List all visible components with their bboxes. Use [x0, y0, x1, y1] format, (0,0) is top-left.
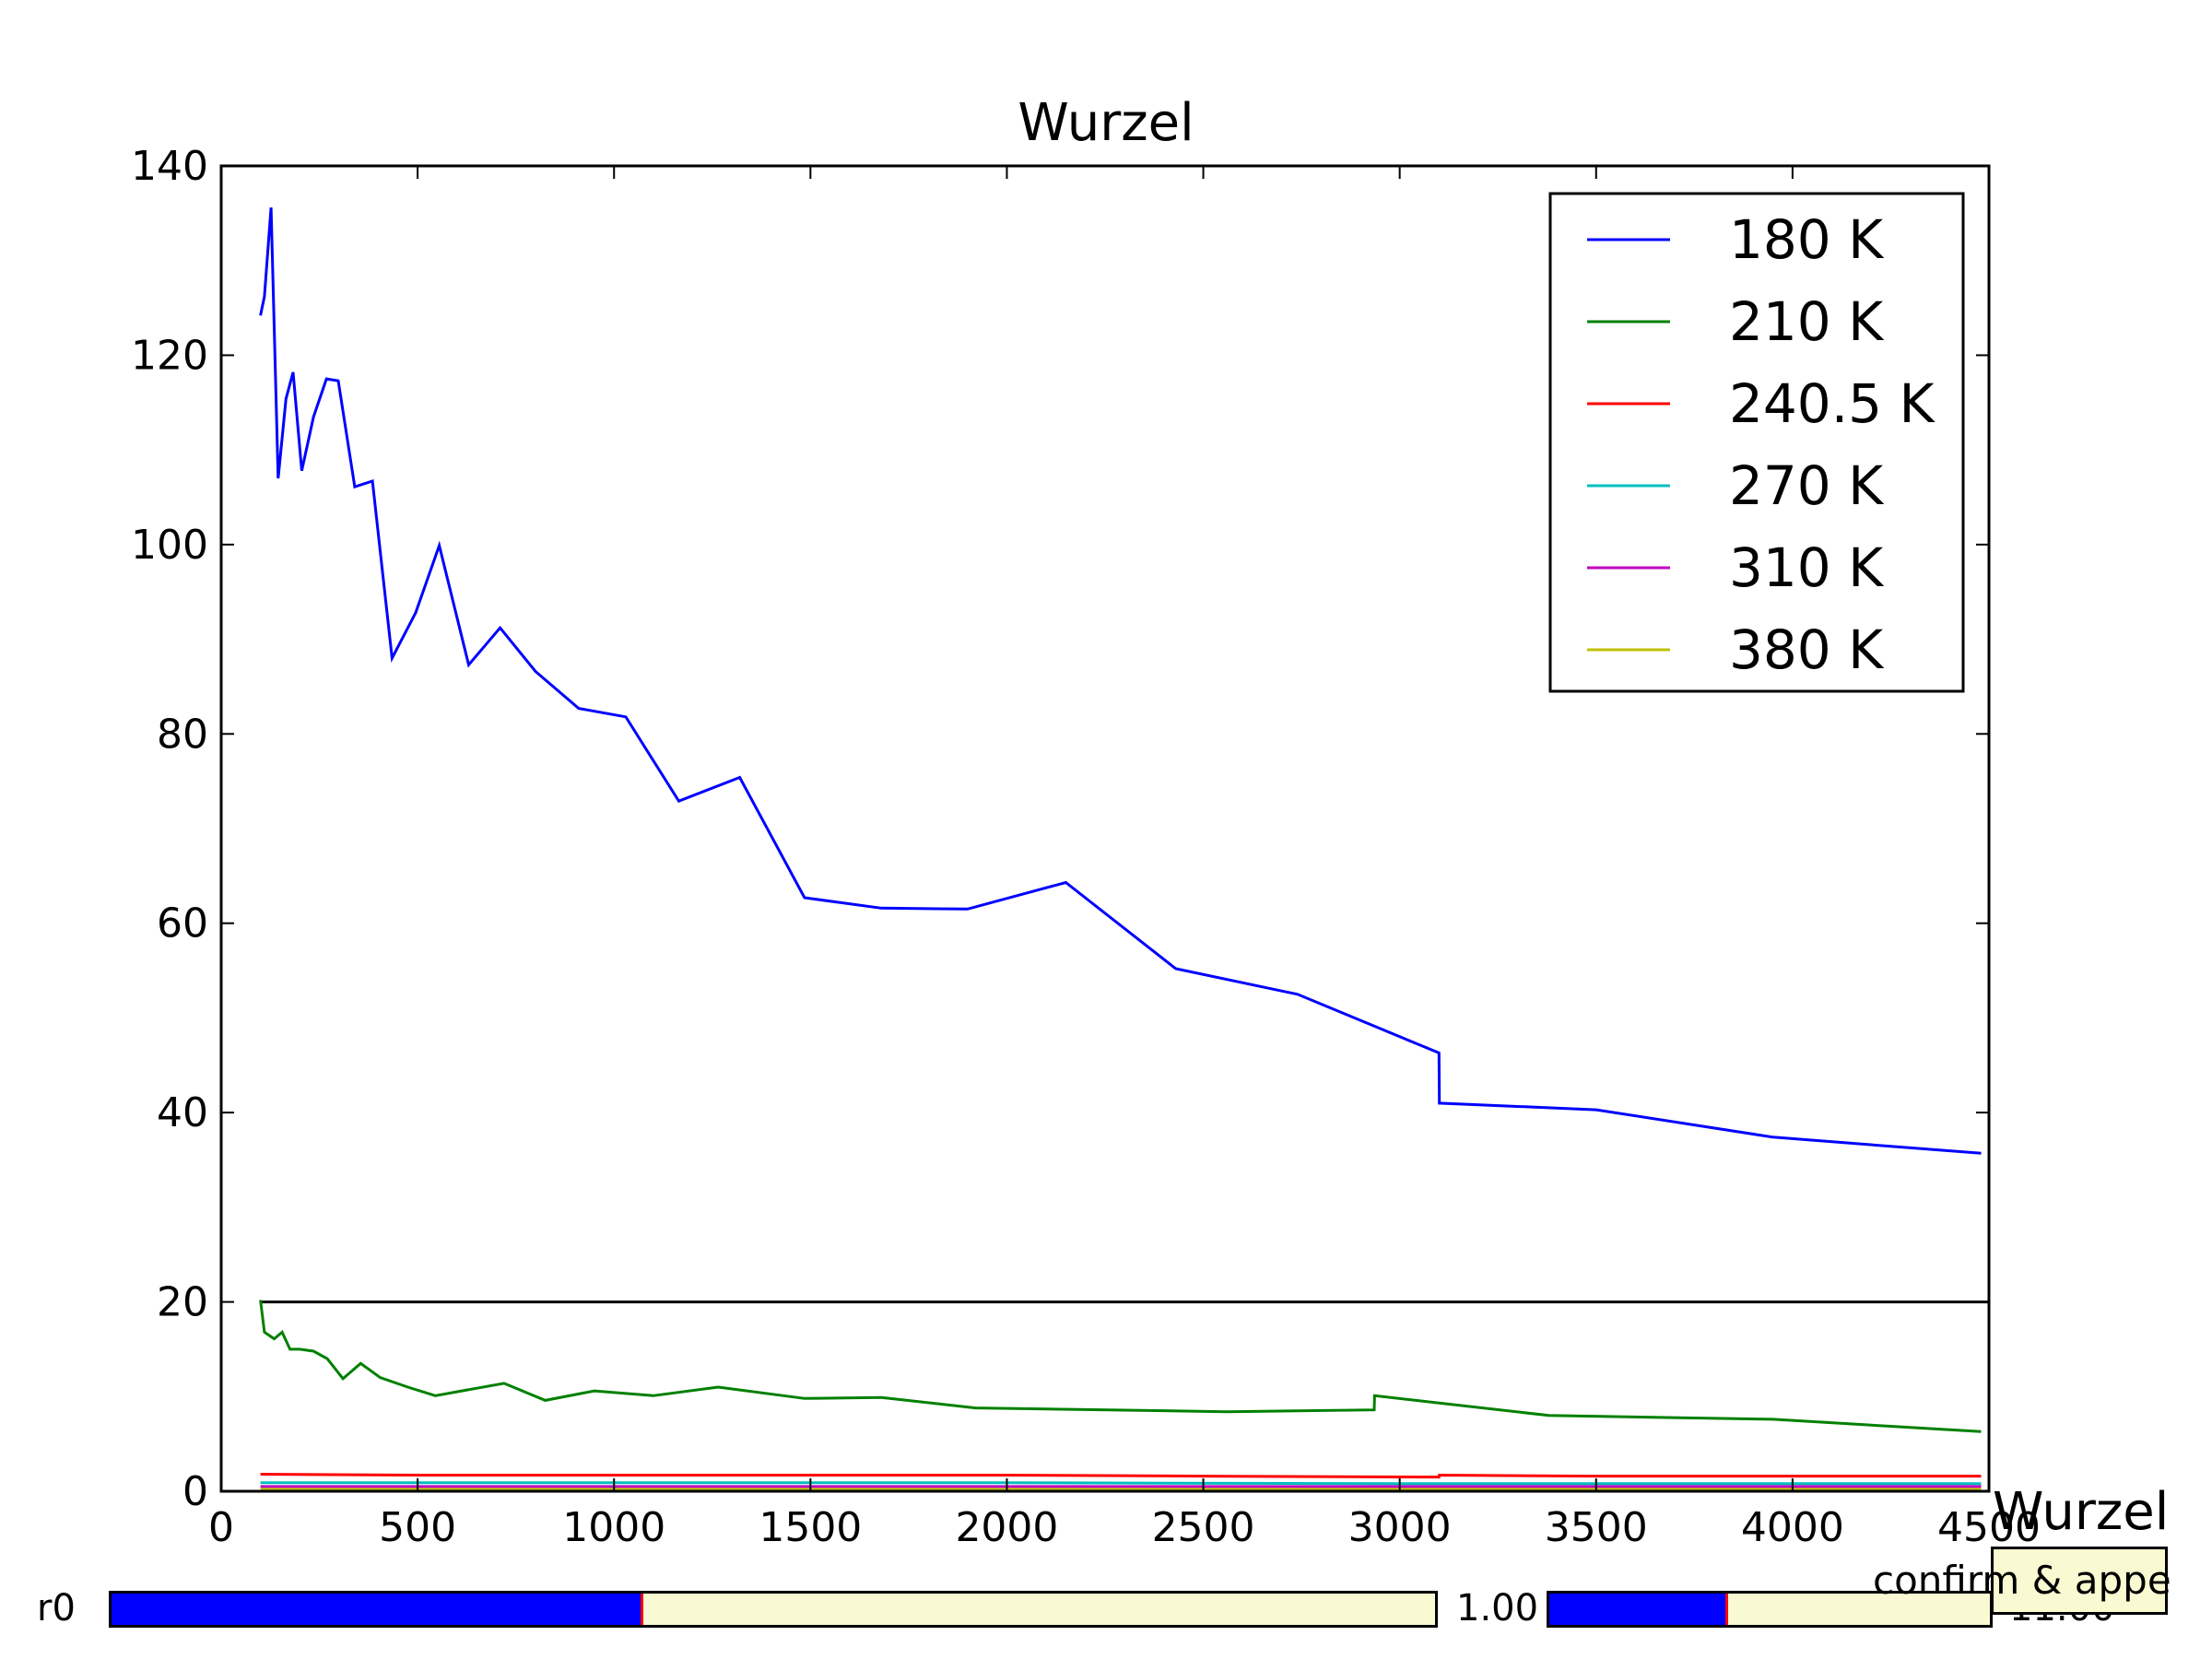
- axes: 0 500 1000 1500 2000 2500 3000 3500 4000 4500 0 20 4…: [131, 143, 2041, 1551]
- x-tick-label-4: 2000: [955, 1504, 1058, 1551]
- x-tick-label-7: 3500: [1545, 1504, 1648, 1551]
- y-tick-label-1: 20: [157, 1279, 208, 1326]
- chart-title: Wurzel: [1018, 93, 1194, 153]
- slider-right[interactable]: [1547, 1591, 1993, 1628]
- legend-label-4: 310 K: [1729, 536, 1885, 599]
- x-tick-label-6: 3000: [1348, 1504, 1452, 1551]
- slider-left[interactable]: [109, 1591, 1438, 1628]
- legend: 180 K 210 K 240.5 K 270 K 310 K 380 K: [1548, 192, 1965, 693]
- y-tick-label-6: 120: [131, 332, 208, 379]
- slider-left-fill: [112, 1594, 644, 1625]
- x-tick-label-8: 4000: [1741, 1504, 1844, 1551]
- x-tick-label-3: 1500: [759, 1504, 862, 1551]
- legend-box: [1548, 192, 1965, 693]
- x-tick-label-9: 4500: [1937, 1504, 2041, 1551]
- y-tick-label-0: 0: [182, 1468, 208, 1515]
- series-line-0: [259, 207, 1982, 1155]
- y-tick-label-4: 80: [157, 711, 208, 758]
- legend-label-0: 180 K: [1729, 208, 1885, 271]
- y-tick-label-2: 40: [157, 1089, 208, 1136]
- legend-label-5: 380 K: [1729, 618, 1885, 681]
- overlay-title: Wurzel: [1993, 1482, 2170, 1542]
- series-line-2: [260, 1473, 1982, 1479]
- x-tick-label-5: 2500: [1152, 1504, 1255, 1551]
- confirm-append-label: confirm & appe: [1873, 1558, 2171, 1603]
- y-tick-label-5: 100: [131, 522, 208, 569]
- slider-right-fill: [1549, 1594, 1729, 1625]
- series-line-3: [260, 1481, 1982, 1486]
- x-tick-label-1: 500: [379, 1504, 456, 1551]
- plot-frame: [219, 164, 1991, 1493]
- x-tick-label-2: 1000: [562, 1504, 665, 1551]
- legend-label-3: 270 K: [1729, 454, 1885, 517]
- legend-label-1: 210 K: [1729, 290, 1885, 353]
- slider-left-label: r0: [37, 1587, 76, 1630]
- legend-label-2: 240.5 K: [1729, 372, 1936, 435]
- slider-left-value: 1.00: [1456, 1587, 1539, 1630]
- y-tick-label-7: 140: [131, 143, 208, 190]
- series-line-1: [259, 1300, 1982, 1433]
- y-tick-label-3: 60: [157, 900, 208, 947]
- confirm-append-button[interactable]: [1991, 1547, 2168, 1615]
- x-tick-label-0: 0: [208, 1504, 234, 1551]
